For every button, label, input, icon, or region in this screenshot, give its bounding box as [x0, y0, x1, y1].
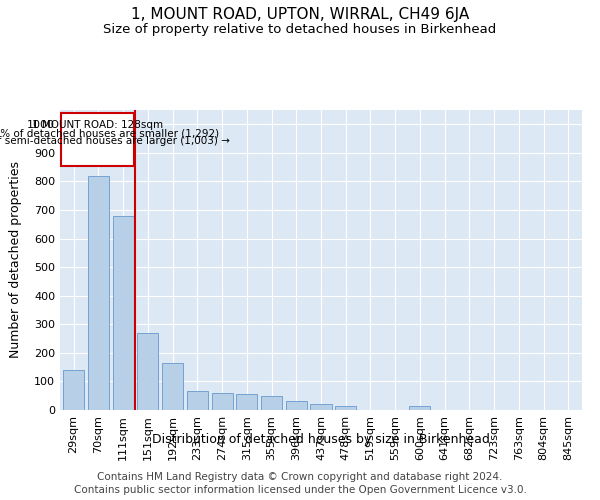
Text: Contains HM Land Registry data © Crown copyright and database right 2024.
Contai: Contains HM Land Registry data © Crown c…: [74, 472, 526, 495]
Bar: [286, 402, 307, 410]
Text: Distribution of detached houses by size in Birkenhead: Distribution of detached houses by size …: [152, 432, 490, 446]
Bar: [162, 363, 183, 410]
Bar: [63, 370, 84, 410]
Text: 1 MOUNT ROAD: 128sqm: 1 MOUNT ROAD: 128sqm: [32, 120, 163, 130]
Text: 1, MOUNT ROAD, UPTON, WIRRAL, CH49 6JA: 1, MOUNT ROAD, UPTON, WIRRAL, CH49 6JA: [131, 8, 469, 22]
Bar: [187, 392, 208, 410]
Bar: [137, 333, 158, 410]
Bar: [113, 216, 134, 410]
Bar: [335, 406, 356, 410]
Text: ← 56% of detached houses are smaller (1,292): ← 56% of detached houses are smaller (1,…: [0, 128, 220, 138]
Bar: [310, 404, 332, 410]
Y-axis label: Number of detached properties: Number of detached properties: [8, 162, 22, 358]
Bar: [212, 393, 233, 410]
Bar: [261, 396, 282, 410]
Text: Size of property relative to detached houses in Birkenhead: Size of property relative to detached ho…: [103, 22, 497, 36]
Bar: [88, 176, 109, 410]
Bar: [61, 113, 134, 166]
Text: 43% of semi-detached houses are larger (1,003) →: 43% of semi-detached houses are larger (…: [0, 136, 230, 146]
Bar: [236, 394, 257, 410]
Bar: [409, 406, 430, 410]
